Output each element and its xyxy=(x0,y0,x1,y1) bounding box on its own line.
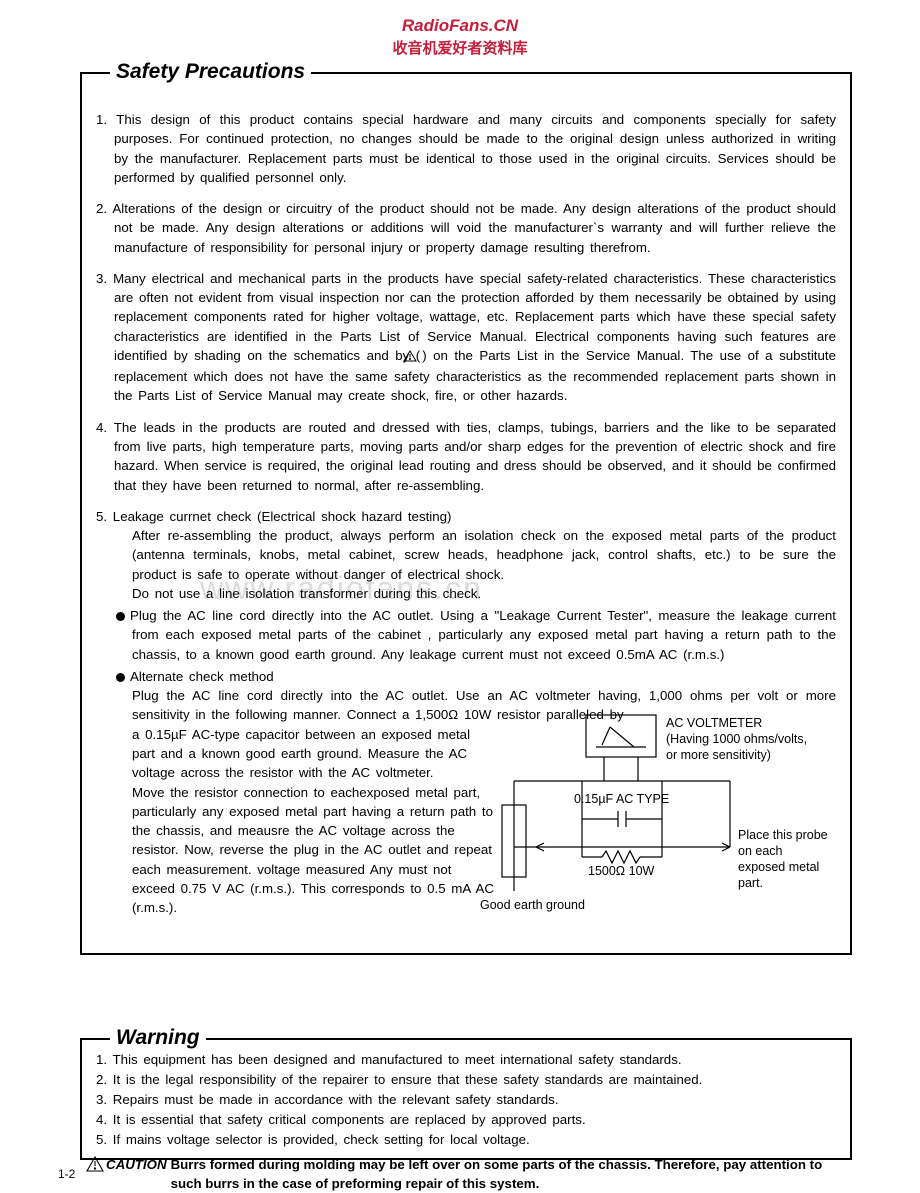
bullet-1-text: Plug the AC line cord directly into the … xyxy=(130,608,836,662)
safety-item-5-body: After re-assembling the product, always … xyxy=(114,526,836,603)
safety-item-2: 2. Alterations of the design or circuitr… xyxy=(96,199,836,257)
voltmeter-label: AC VOLTMETER(Having 1000 ohms/volts,or m… xyxy=(666,715,826,764)
safety-item-4-text: The leads in the products are routed and… xyxy=(114,420,836,493)
bullet-icon xyxy=(116,673,125,682)
safety-item-3-text: Many electrical and mechanical parts in … xyxy=(113,271,836,404)
warning-item-1: 1. This equipment has been designed and … xyxy=(96,1050,836,1070)
diagram-zone: a 0.15µF AC-type capacitor between an ex… xyxy=(96,725,836,935)
safety-item-5: 5. Leakage currnet check (Electrical sho… xyxy=(96,507,836,603)
warning-item-5: 5. If mains voltage selector is provided… xyxy=(96,1130,836,1150)
bullet-2-head: Alternate check method xyxy=(130,669,274,684)
warning-item-4: 4. It is essential that safety critical … xyxy=(96,1110,836,1130)
warning-item-3-text: Repairs must be made in accordance with … xyxy=(113,1092,559,1107)
bullet-leakage-tester: Plug the AC line cord directly into the … xyxy=(96,606,836,664)
warning-item-2: 2. It is the legal responsibility of the… xyxy=(96,1070,836,1090)
resistor-label: 1500Ω 10W xyxy=(588,863,654,879)
safety-item-2-text: Alterations of the design or circuitry o… xyxy=(112,201,836,255)
warning-item-5-text: If mains voltage selector is provided, c… xyxy=(113,1132,530,1147)
safety-title: Safety Precautions xyxy=(110,60,311,84)
watermark-subtitle: 收音机爱好者资料库 xyxy=(0,38,920,59)
ground-label: Good earth ground xyxy=(480,897,585,913)
warning-item-1-text: This equipment has been designed and man… xyxy=(113,1052,682,1067)
safety-item-5-lead: Leakage currnet check (Electrical shock … xyxy=(113,509,452,524)
page-number: 1-2 xyxy=(58,1167,75,1181)
caution-text: Burrs formed during molding may be left … xyxy=(171,1156,848,1193)
circuit-diagram: AC VOLTMETER(Having 1000 ohms/volts,or m… xyxy=(478,711,826,931)
warning-frame: Warning 1. This equipment has been desig… xyxy=(80,1038,852,1160)
safety-item-4: 4. The leads in the products are routed … xyxy=(96,418,836,495)
capacitor-label: 0.15µF AC TYPE xyxy=(574,791,669,807)
safety-item-3: 3. Many electrical and mechanical parts … xyxy=(96,269,836,406)
watermark-site: RadioFans.CN xyxy=(0,14,920,38)
safety-item-1: 1. This design of this product contains … xyxy=(96,110,836,187)
probe-label: Place this probe on each exposed metal p… xyxy=(738,827,828,892)
warning-item-2-text: It is the legal responsibility of the re… xyxy=(113,1072,703,1087)
caution-label: CAUTION xyxy=(106,1156,167,1193)
caution-block: CAUTION Burrs formed during molding may … xyxy=(86,1156,848,1193)
warning-triangle-icon xyxy=(86,1156,104,1172)
header-watermark: RadioFans.CN 收音机爱好者资料库 xyxy=(0,0,920,59)
bullet-2-rest: a 0.15µF AC-type capacitor between an ex… xyxy=(96,725,496,918)
safety-item-1-text: This design of this product contains spe… xyxy=(114,112,836,185)
warning-item-3: 3. Repairs must be made in accordance wi… xyxy=(96,1090,836,1110)
bullet-icon xyxy=(116,612,125,621)
warning-item-4-text: It is essential that safety critical com… xyxy=(113,1112,586,1127)
safety-precautions-frame: Safety Precautions 1. This design of thi… xyxy=(80,72,852,955)
warning-title: Warning xyxy=(110,1026,206,1050)
